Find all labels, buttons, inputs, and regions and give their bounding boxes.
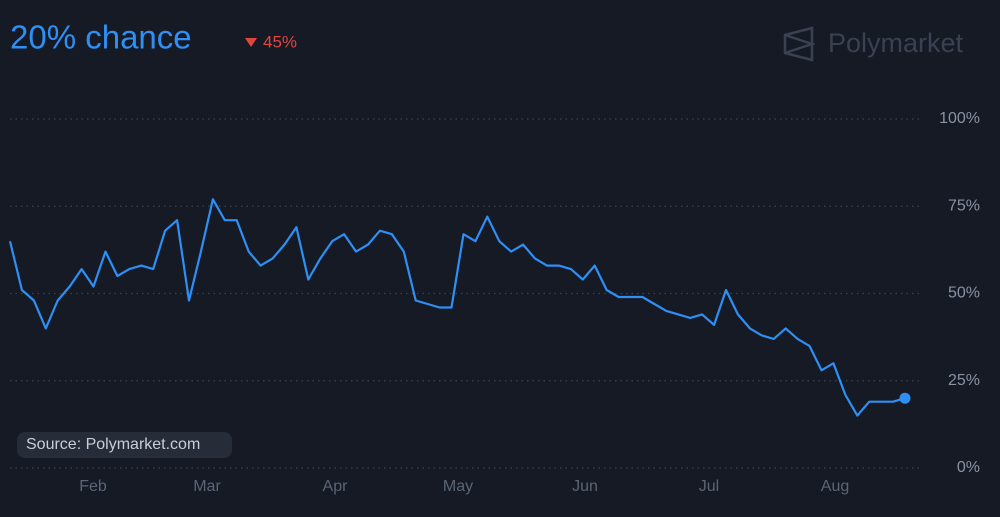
x-tick-label: Aug	[821, 478, 849, 495]
y-tick-label: 25%	[948, 372, 980, 389]
brand-logo	[783, 26, 816, 62]
y-tick-label: 50%	[948, 285, 980, 302]
y-tick-label: 100%	[939, 110, 980, 127]
x-tick-label: Apr	[323, 478, 349, 495]
x-tick-label: Mar	[193, 478, 221, 495]
y-tick-label: 75%	[948, 197, 980, 214]
line	[8, 198, 906, 417]
down-arrow	[245, 38, 257, 47]
y-tick-label: 0%	[957, 459, 980, 476]
x-tick-label: May	[443, 478, 473, 495]
brand: Polymarket	[828, 28, 964, 58]
x-tick-label: Jun	[572, 478, 598, 495]
source: Source: Polymarket.com	[26, 436, 200, 453]
end-point	[899, 392, 911, 404]
chart-title: 20% chance	[10, 19, 192, 56]
source-badge	[17, 432, 232, 458]
change: 45%	[263, 32, 297, 51]
x-tick-label: Jul	[699, 478, 719, 495]
x-tick-label: Feb	[79, 478, 107, 495]
